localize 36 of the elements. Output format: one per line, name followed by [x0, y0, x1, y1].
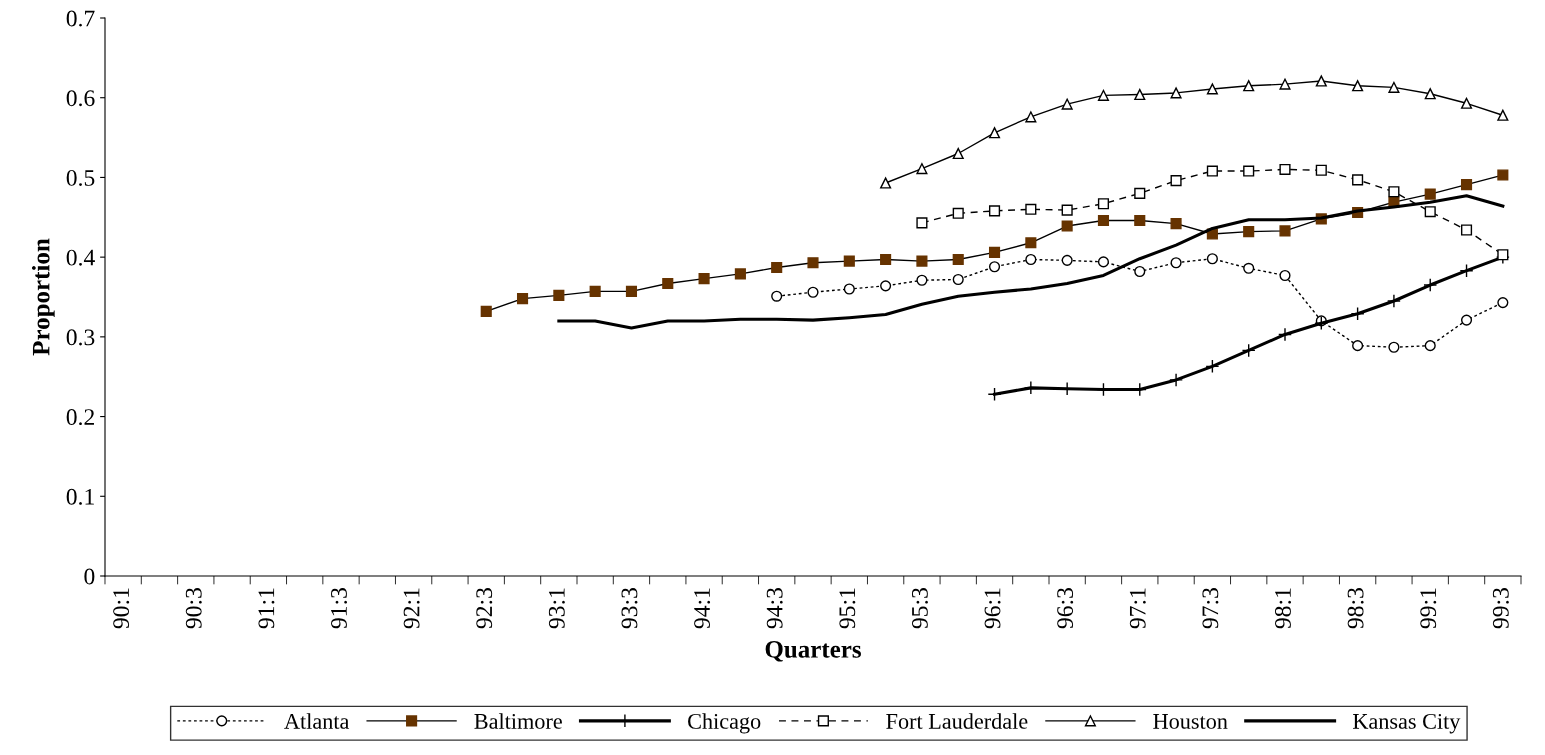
x-tick-label: 96:3: [1057, 588, 1074, 629]
y-tick-label: 0.5: [66, 169, 95, 186]
x-tick-label: 92:3: [476, 588, 493, 629]
x-tick-label: 96:1: [984, 588, 1001, 629]
x-tick-label: 98:3: [1347, 588, 1364, 629]
x-tick-label: 98:1: [1274, 588, 1292, 629]
x-axis-title: Quarters: [765, 640, 861, 662]
y-tick-label: 0.7: [66, 10, 95, 27]
x-tick-label: 90:1: [113, 588, 130, 629]
legend-label: Baltimore: [474, 713, 562, 729]
x-tick-label: 97:3: [1202, 588, 1219, 629]
x-tick-label: 95:1: [839, 588, 856, 629]
y-tick-label: 0.2: [66, 409, 94, 426]
y-tick-label: 0.6: [66, 90, 95, 107]
x-tick-label: 95:3: [911, 588, 928, 629]
y-axis-title: Proportion: [31, 238, 55, 356]
legend-label: Fort Lauderdale: [886, 713, 1028, 729]
x-tick-label: 91:1: [258, 588, 275, 629]
x-tick-label: 90:3: [185, 588, 202, 629]
x-tick-label: 93:1: [548, 588, 565, 629]
y-tick-label: 0: [84, 568, 95, 585]
x-tick-label: 99:3: [1492, 588, 1509, 629]
legend-label: Atlanta: [284, 713, 350, 729]
legend-label: Houston: [1153, 714, 1228, 729]
legend-label: Kansas City: [1353, 713, 1461, 734]
y-tick-label: 0.3: [66, 329, 95, 346]
x-tick-label: 93:3: [621, 588, 638, 629]
y-tick-label: 0.1: [66, 488, 94, 505]
x-tick-label: 91:3: [331, 588, 348, 629]
y-tick-label: 0.4: [66, 249, 95, 266]
x-tick-label: 99:1: [1420, 588, 1437, 629]
x-tick-label: 94:1: [694, 588, 711, 629]
x-tick-label: 97:1: [1129, 588, 1146, 629]
x-tick-label: 94:3: [766, 588, 783, 629]
legend-label: Chicago: [688, 713, 761, 734]
x-tick-label: 92:1: [403, 588, 420, 629]
